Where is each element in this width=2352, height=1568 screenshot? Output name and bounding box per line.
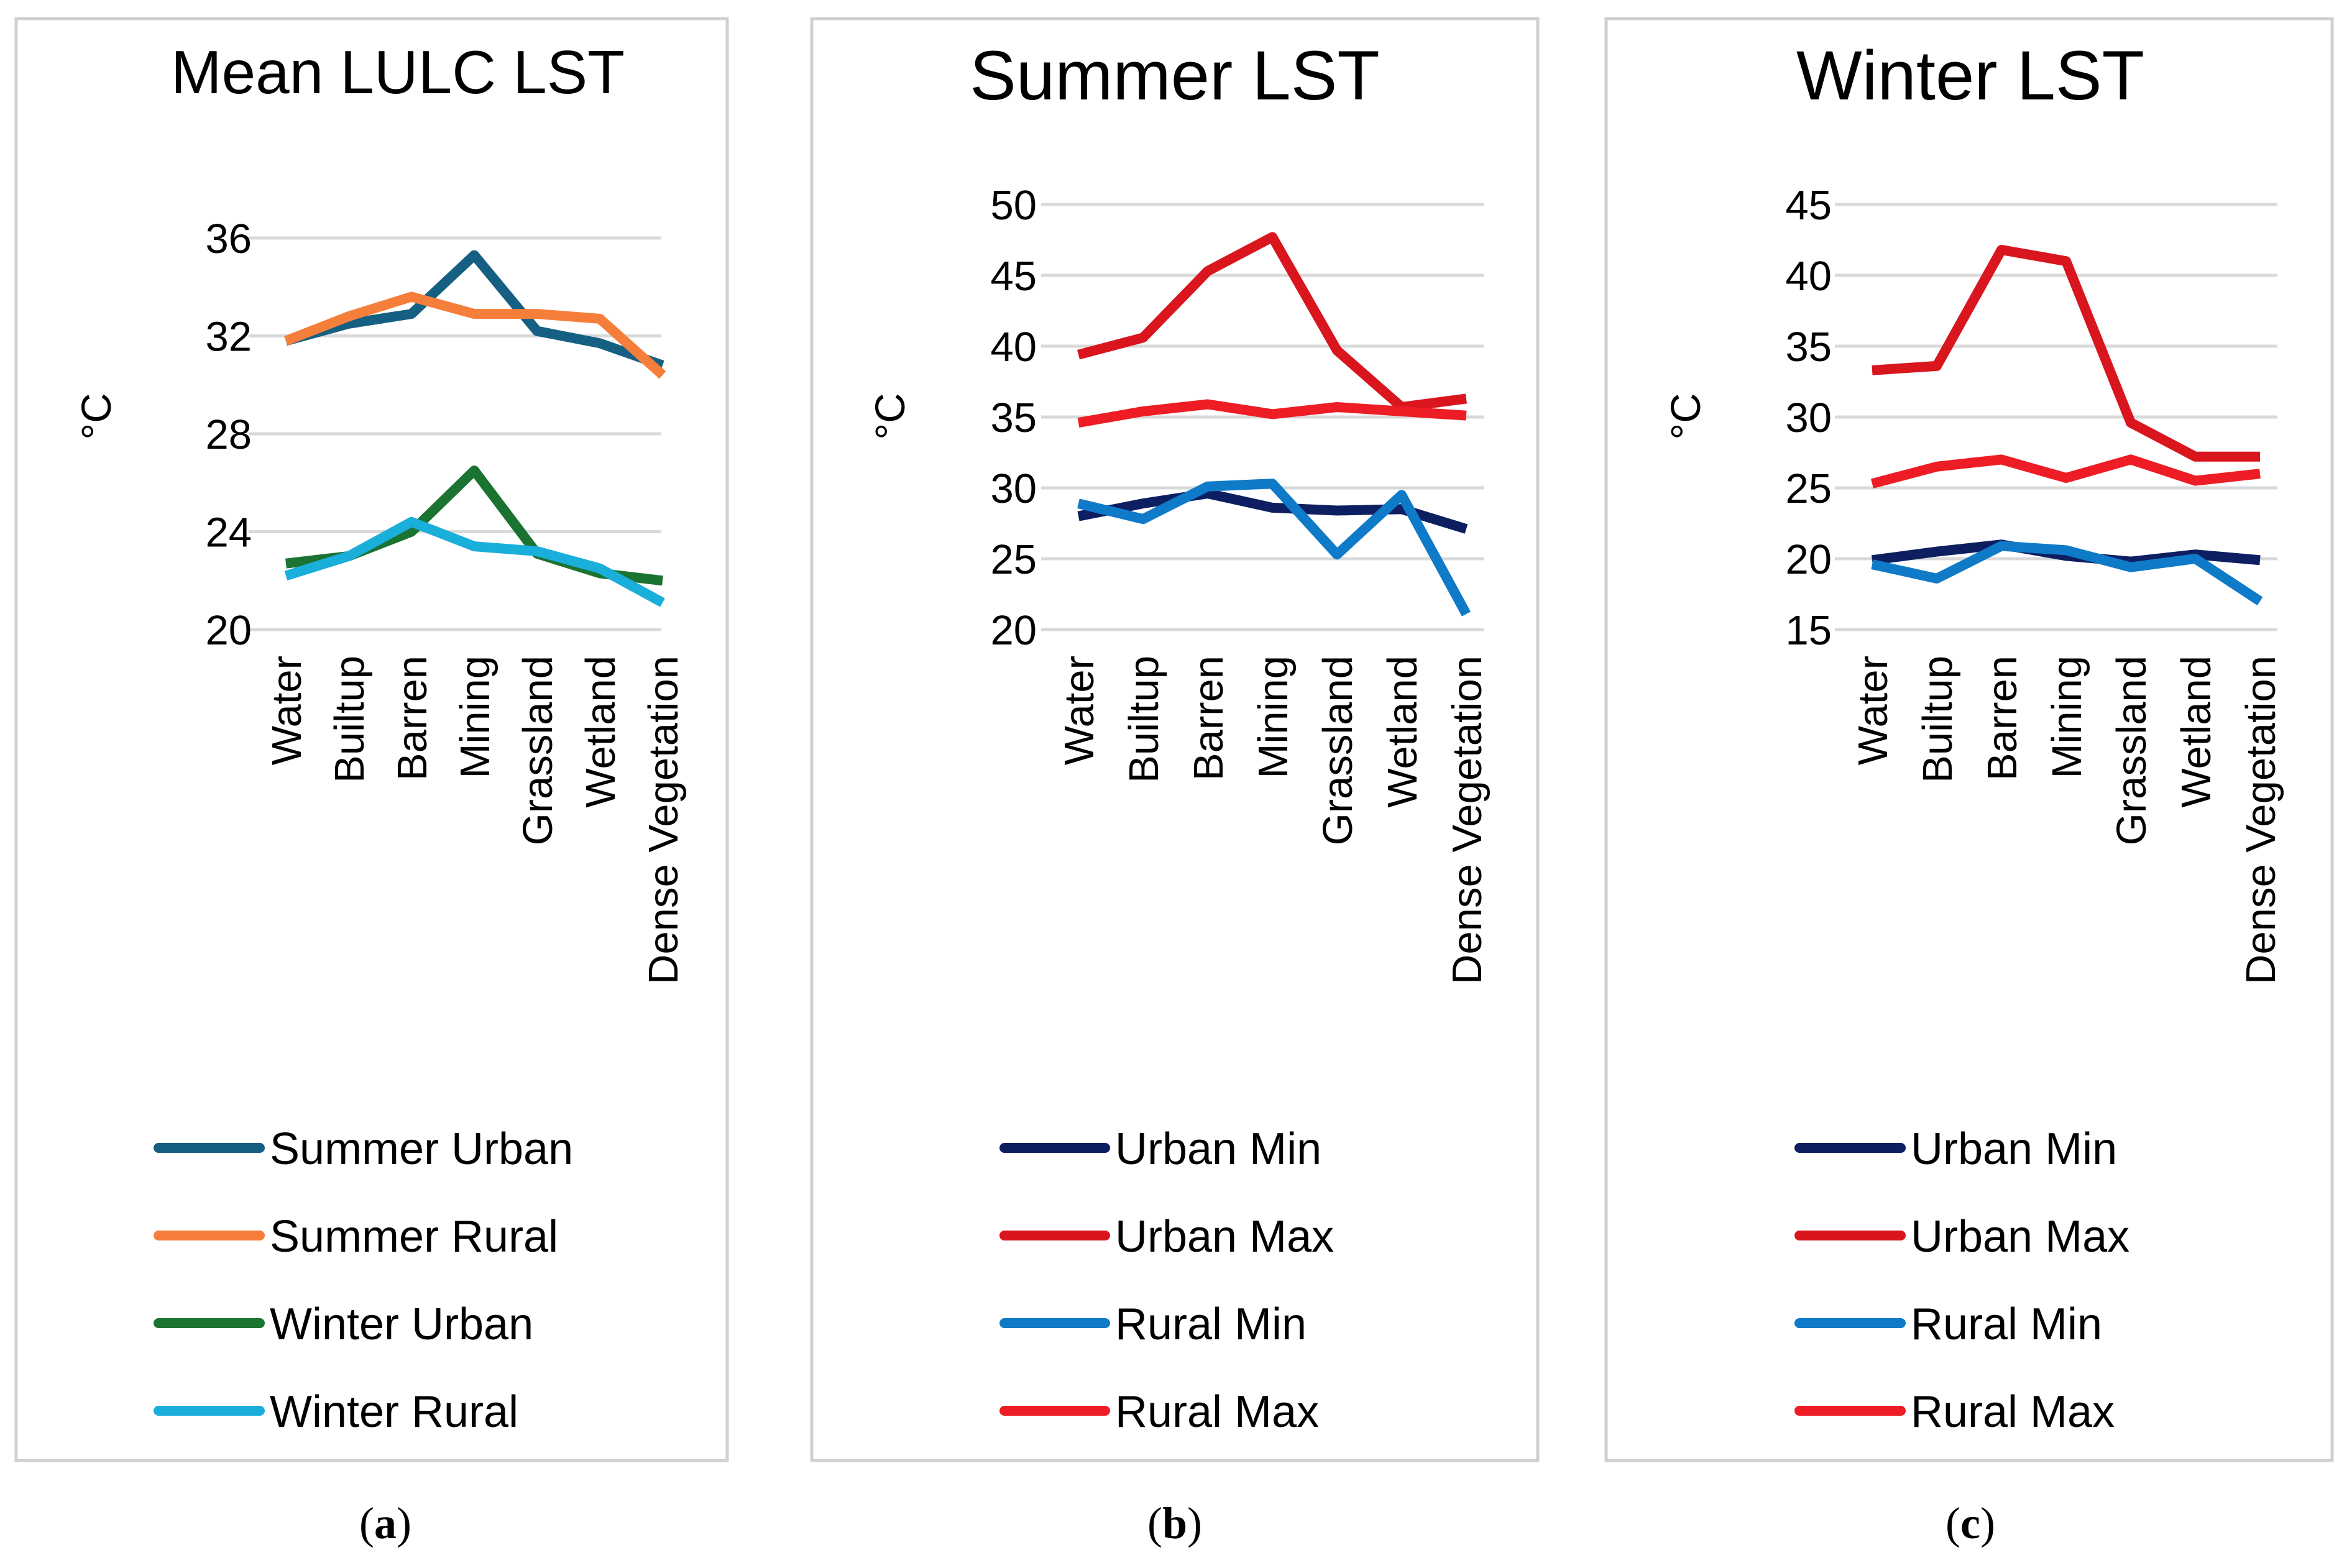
x-tick-label-builtup: Builtup	[326, 656, 373, 783]
x-tick-label-mining: Mining	[452, 656, 498, 778]
y-tick-label: 32	[205, 314, 252, 360]
panel-caption-letter: c	[1960, 1498, 1980, 1548]
legend-label-rural-max: Rural Max	[1911, 1387, 2115, 1437]
y-tick-label: 40	[1785, 253, 1832, 300]
x-tick-label-mining: Mining	[1250, 656, 1297, 778]
panel-frame	[14, 17, 729, 1462]
y-tick-label: 35	[1785, 324, 1832, 370]
legend-label-urban-min: Urban Min	[1115, 1124, 1321, 1174]
y-tick-label: 45	[1785, 182, 1832, 229]
x-tick-label-wetland: Wetland	[1379, 656, 1426, 808]
panel-caption: (c)	[1945, 1498, 1995, 1548]
y-tick-label: 35	[990, 395, 1037, 441]
legend-label-winter-rural: Winter Rural	[270, 1387, 518, 1437]
x-tick-label-water: Water	[1850, 656, 1896, 765]
x-tick-label-barren: Barren	[389, 656, 436, 781]
legend-label-urban-max: Urban Max	[1911, 1212, 2129, 1262]
y-tick-label: 25	[1785, 465, 1832, 512]
x-tick-label-water: Water	[264, 656, 310, 765]
panel-caption-letter: a	[374, 1498, 397, 1548]
panel-caption: (a)	[359, 1498, 411, 1548]
legend-label-rural-max: Rural Max	[1115, 1387, 1319, 1437]
legend-label-summer-rural: Summer Rural	[270, 1212, 558, 1262]
x-tick-label-water: Water	[1056, 656, 1103, 765]
x-tick-label-barren: Barren	[1185, 656, 1232, 781]
y-tick-label: 25	[990, 536, 1037, 583]
legend-label-urban-max: Urban Max	[1115, 1212, 1334, 1262]
y-tick-label: 30	[990, 465, 1037, 512]
panel-caption-letter: b	[1162, 1498, 1187, 1548]
y-tick-label: 28	[205, 411, 252, 458]
y-tick-label: 20	[1785, 536, 1832, 583]
y-tick-label: 36	[205, 216, 252, 262]
panel-frame	[810, 17, 1540, 1462]
x-tick-label-mining: Mining	[2044, 656, 2090, 778]
legend-label-winter-urban: Winter Urban	[270, 1300, 533, 1349]
chart-title: Winter LST	[1796, 37, 2144, 114]
y-tick-label: 40	[990, 324, 1037, 370]
y-tick-label: 20	[205, 607, 252, 654]
y-tick-label: 45	[990, 253, 1037, 300]
x-tick-label-dense-vegetation: Dense Vegetation	[1444, 656, 1491, 984]
y-tick-label: 20	[990, 607, 1037, 654]
legend-label-rural-min: Rural Min	[1911, 1300, 2102, 1349]
y-tick-label: 50	[990, 182, 1037, 229]
panel-b-summer-lst: Summer LST 20 25 30 35 40 45 50 °C Water Builtup Ba…	[810, 17, 1540, 1548]
y-tick-label: 30	[1785, 395, 1832, 441]
y-axis-label: °C	[73, 393, 120, 439]
chart-title: Mean LULC LST	[171, 38, 625, 106]
x-tick-label-barren: Barren	[1979, 656, 2026, 781]
panel-c-winter-lst: Winter LST 15 20 25 30 35 40 45 °C Water Builtup Ba…	[1604, 17, 2334, 1548]
x-tick-label-grassland: Grassland	[515, 656, 561, 845]
x-tick-label-builtup: Builtup	[1121, 656, 1167, 783]
y-tick-label: 24	[205, 510, 252, 556]
legend-label-summer-urban: Summer Urban	[270, 1124, 573, 1174]
y-tick-label: 15	[1785, 607, 1832, 654]
panel-frame	[1604, 17, 2334, 1462]
legend-label-urban-min: Urban Min	[1911, 1124, 2117, 1174]
chart-title: Summer LST	[970, 37, 1380, 114]
x-tick-label-wetland: Wetland	[2173, 656, 2220, 808]
x-tick-label-grassland: Grassland	[2108, 656, 2155, 845]
x-tick-label-dense-vegetation: Dense Vegetation	[640, 656, 687, 984]
y-axis-label: °C	[1663, 393, 1709, 439]
y-axis-label: °C	[867, 393, 914, 439]
panel-a-mean-lulc-lst: Mean LULC LST 20 24 28 32 36 °C Water Builtup Bar…	[14, 17, 729, 1548]
x-tick-label-grassland: Grassland	[1315, 656, 1361, 845]
x-tick-label-dense-vegetation: Dense Vegetation	[2238, 656, 2284, 984]
x-tick-label-wetland: Wetland	[577, 656, 624, 808]
legend-label-rural-min: Rural Min	[1115, 1300, 1307, 1349]
panel-caption: (b)	[1147, 1498, 1202, 1548]
x-tick-label-builtup: Builtup	[1914, 656, 1961, 783]
